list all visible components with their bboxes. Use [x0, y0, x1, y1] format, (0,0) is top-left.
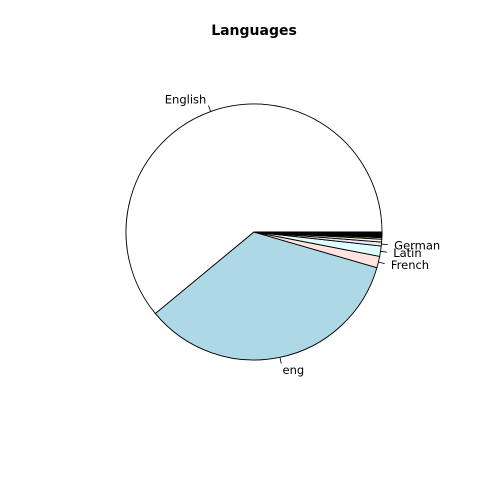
pie-label-french: French	[391, 258, 429, 272]
pie-label-german: German	[394, 238, 440, 252]
pie-label-tick	[279, 357, 282, 364]
pie-slices	[125, 103, 383, 361]
pie-label-tick	[378, 261, 385, 264]
pie-slice-english	[125, 103, 383, 315]
pie-label-tick	[381, 243, 388, 246]
pie-label-english: English	[165, 93, 207, 107]
pie-label-eng: eng	[283, 363, 305, 377]
pie-label-latin: Latin	[393, 246, 421, 260]
chart-title: Languages	[211, 23, 297, 39]
pie-label-tick	[208, 105, 212, 112]
pie-label-tick	[380, 250, 387, 253]
pie-slice-unlabeled-11	[253, 231, 383, 234]
